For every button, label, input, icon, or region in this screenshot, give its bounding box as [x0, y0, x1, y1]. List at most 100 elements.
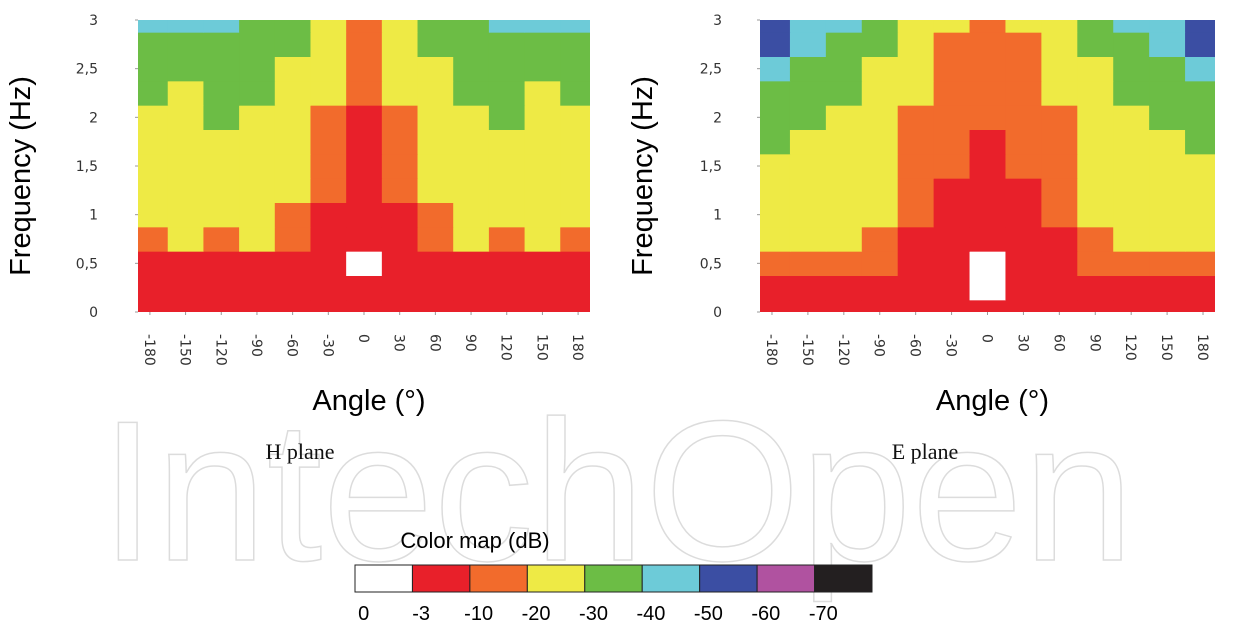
heat-cell [1077, 299, 1114, 312]
heat-cell [969, 153, 1006, 179]
heat-cell [203, 226, 240, 252]
heat-cell [1113, 153, 1150, 179]
heat-cell [1185, 299, 1215, 312]
heat-cell [1077, 32, 1114, 57]
heat-cell [1077, 129, 1114, 155]
heat-cell [825, 80, 863, 106]
heat-cell [1113, 226, 1150, 252]
heat-cell [417, 32, 454, 57]
heat-cell [274, 56, 311, 82]
heat-cell [138, 153, 169, 179]
heat-cell [453, 251, 490, 276]
heat-cell [203, 32, 240, 57]
heat-cell [488, 153, 526, 179]
heat-cell [239, 153, 276, 179]
heatmap [138, 20, 590, 312]
heat-cell [1149, 178, 1186, 203]
heat-cell [1149, 32, 1186, 57]
heat-cell [239, 202, 276, 228]
heat-cell [417, 153, 454, 179]
heat-cell [825, 153, 863, 179]
heat-cell [897, 178, 935, 203]
heat-cell [1149, 105, 1186, 130]
heat-cell [969, 20, 1006, 33]
heat-cell [453, 178, 490, 203]
heat-cell [825, 202, 863, 228]
heat-cell [933, 129, 971, 155]
heat-cell [1185, 56, 1215, 82]
heat-cell [310, 226, 347, 252]
x-tick-label: 30 [391, 334, 407, 352]
x-tick-label: 60 [1050, 334, 1066, 352]
y-tick-label: 2,5 [700, 62, 722, 78]
heat-cell [453, 202, 490, 228]
heat-cell [861, 56, 899, 82]
heat-cell [167, 20, 204, 33]
heat-cell [381, 178, 419, 203]
heat-cell [381, 202, 419, 228]
heat-cell [897, 20, 935, 33]
heat-cell [381, 20, 419, 33]
heat-cell [417, 178, 454, 203]
heat-cell [897, 299, 935, 312]
heat-cell [524, 299, 561, 312]
heat-cell [969, 105, 1006, 130]
heat-cell [760, 178, 791, 203]
heat-cell [138, 251, 169, 276]
legend-label: 0 [358, 603, 369, 625]
heat-cell [760, 20, 791, 33]
heat-cell [167, 178, 204, 203]
heat-cell [1041, 153, 1078, 179]
heat-cell [381, 56, 419, 82]
heat-cell [346, 202, 383, 228]
heat-cell [1005, 80, 1042, 106]
legend-label: -10 [464, 603, 493, 625]
heat-cell [1005, 129, 1042, 155]
x-tick-label: 30 [1014, 334, 1030, 352]
heat-cell [1113, 129, 1150, 155]
heat-cell [346, 56, 383, 82]
heat-cell [760, 299, 791, 312]
x-tick-label: -60 [907, 334, 923, 357]
heat-cell [1113, 20, 1150, 33]
heat-cell [381, 32, 419, 57]
heat-cell [933, 251, 971, 276]
heat-cell [381, 129, 419, 155]
y-tick-label: 1 [89, 208, 98, 224]
heat-cell [203, 56, 240, 82]
heat-cell [203, 251, 240, 276]
heat-cell [760, 105, 791, 130]
heat-cell [1077, 153, 1114, 179]
heat-cell [138, 32, 169, 57]
heat-cell [825, 32, 863, 57]
legend-swatch [699, 564, 758, 593]
heat-cell [310, 56, 347, 82]
x-tick-label: -30 [319, 334, 335, 357]
legend-label: -50 [694, 603, 723, 625]
heat-cell [1149, 275, 1186, 301]
legend-swatch [584, 564, 643, 593]
heat-cell [488, 202, 526, 228]
heat-cell [239, 226, 276, 252]
heat-cell [1005, 251, 1042, 276]
heat-cell [346, 32, 383, 57]
heat-cell [203, 202, 240, 228]
heat-cell [310, 202, 347, 228]
heat-cell [524, 251, 561, 276]
heat-cell [969, 275, 1006, 301]
heat-cell [1005, 20, 1042, 33]
heat-cell [453, 129, 490, 155]
heat-cell [488, 251, 526, 276]
heat-cell [488, 105, 526, 130]
heat-cell [1005, 202, 1042, 228]
panel-subtitle: E plane [892, 439, 959, 464]
heat-cell [1005, 105, 1042, 130]
heat-cell [1113, 178, 1150, 203]
heat-cell [138, 178, 169, 203]
heat-cell [825, 275, 863, 301]
heat-cell [453, 32, 490, 57]
heat-cell [1005, 299, 1042, 312]
heat-cell [274, 129, 311, 155]
heat-cell [861, 299, 899, 312]
